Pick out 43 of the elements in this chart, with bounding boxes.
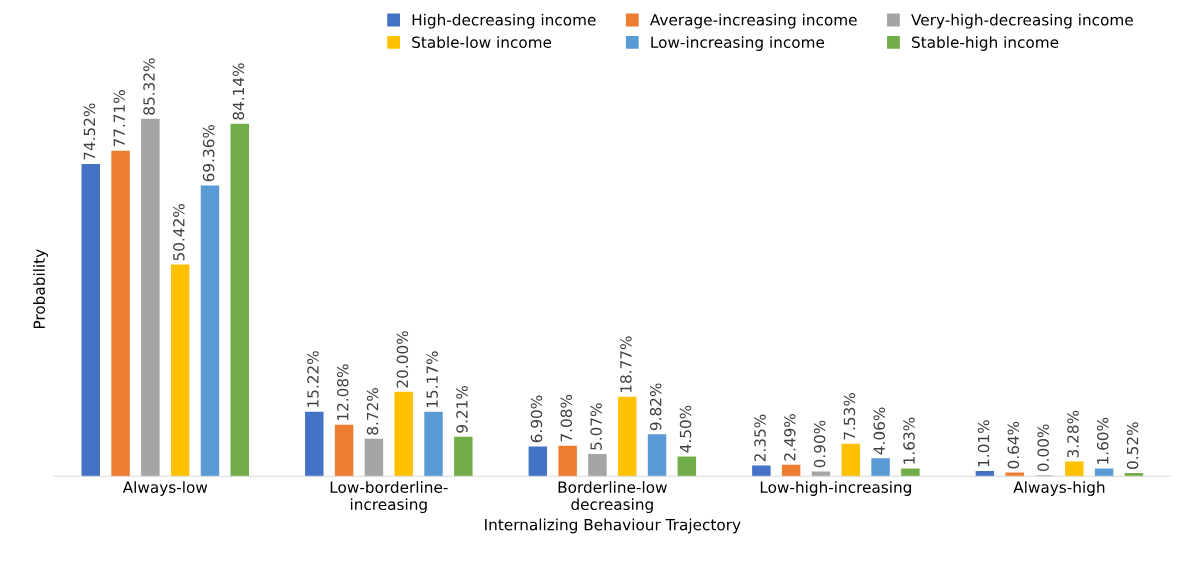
data-label: 84.14% — [232, 63, 245, 120]
data-label: 0.64% — [1007, 421, 1020, 469]
data-label: 1.01% — [977, 420, 990, 467]
data-label: 8.72% — [366, 388, 379, 435]
x-tick-label: Low-borderline- increasing — [330, 481, 448, 514]
data-label: 9.82% — [649, 383, 662, 431]
data-label: 12.08% — [336, 364, 349, 420]
data-label: 74.52% — [83, 103, 96, 160]
legend-label: Stable-low income — [412, 36, 552, 48]
data-label: 5.07% — [590, 403, 602, 450]
legend-label: Low-increasing income — [651, 36, 825, 51]
data-label: 7.53% — [843, 392, 856, 440]
data-label: 4.50% — [679, 405, 692, 453]
data-label: 2.49% — [784, 414, 796, 461]
x-tick-label: Low-high-increasing — [760, 481, 911, 496]
data-label: 0.90% — [813, 420, 826, 468]
data-label: 15.22% — [307, 351, 319, 407]
data-label: 18.77% — [620, 336, 632, 393]
legend-label: High-decreasing income — [412, 13, 596, 29]
x-axis-title: Internalizing Behaviour Trajectory — [485, 518, 741, 534]
data-label: 6.90% — [530, 395, 543, 443]
data-label: 50.42% — [173, 204, 185, 261]
data-label: 3.28% — [1067, 410, 1079, 458]
x-tick-label: Borderline-low decreasing — [558, 481, 667, 514]
data-label: 20.00% — [396, 331, 409, 388]
data-label: 15.17% — [426, 351, 438, 408]
data-label: 85.32% — [143, 58, 155, 115]
data-label: 0.52% — [1126, 422, 1139, 469]
legend-label: Stable-high income — [912, 36, 1059, 51]
legend-label: Very-high-decreasing income — [911, 13, 1133, 29]
data-label: 9.21% — [456, 385, 468, 433]
data-label: 4.06% — [873, 407, 886, 455]
data-label: 1.60% — [1096, 417, 1109, 464]
data-label: 69.36% — [202, 124, 215, 182]
data-label: 1.63% — [903, 417, 915, 464]
data-label: 2.35% — [754, 414, 766, 462]
data-label: 77.71% — [113, 90, 125, 147]
data-label: 7.08% — [560, 394, 573, 442]
y-axis-title: Probability — [33, 249, 48, 329]
x-tick-label: Always-high — [1013, 481, 1105, 496]
data-label: 0.00% — [1037, 424, 1049, 472]
x-tick-label: Always-low — [122, 481, 208, 496]
legend-label: Average-increasing income — [649, 13, 857, 29]
